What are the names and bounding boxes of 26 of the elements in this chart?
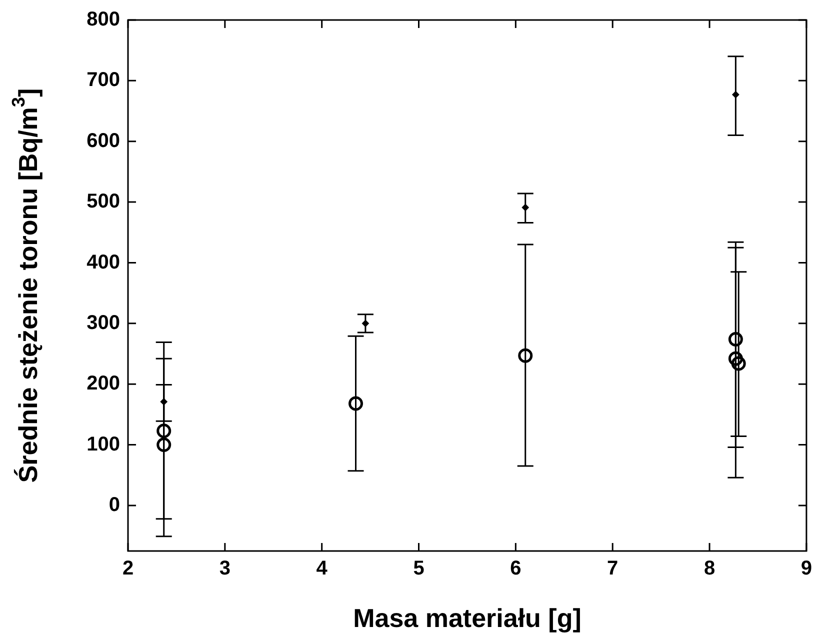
point (728, 351, 743, 366)
y-tick-label: 300 (86, 312, 120, 334)
point (518, 348, 533, 363)
y-tick-label: 500 (86, 190, 120, 213)
x-tick-label: 4 (316, 558, 328, 580)
y-tick-label: 600 (86, 130, 120, 152)
point (728, 332, 743, 346)
x-tick-label: 6 (510, 558, 522, 580)
y-tick-label: 700 (86, 69, 120, 92)
point (731, 356, 746, 371)
y-tick-label: 0 (108, 494, 120, 516)
x-tick-label: 3 (219, 558, 230, 580)
y-tick-label: 200 (86, 372, 120, 395)
x-tick-label: 7 (607, 558, 618, 580)
y-tick-label: 400 (86, 251, 120, 274)
x-axis-title: Masa materiału [g] (353, 603, 582, 634)
x-tick-label: 9 (800, 558, 812, 580)
x-tick-label: 5 (413, 558, 424, 580)
point (348, 396, 364, 411)
point (156, 438, 172, 452)
x-tick-label: 8 (704, 558, 716, 580)
y-axis-title: Średnie stężenie toronu [Bq/m3] (8, 88, 44, 483)
point (156, 424, 172, 438)
x-tick-label: 2 (122, 558, 134, 580)
y-tick-label: 100 (86, 433, 120, 456)
y-tick-label: 800 (86, 8, 120, 31)
